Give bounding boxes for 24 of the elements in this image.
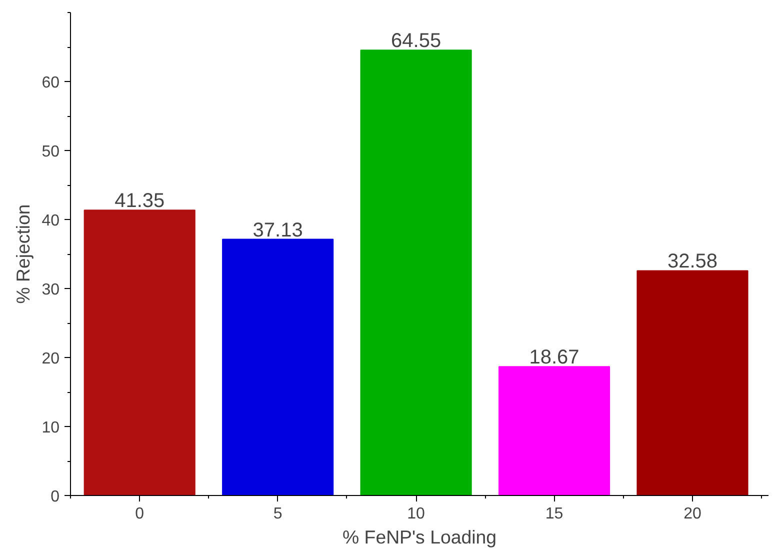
y-tick-label: 20 [42, 350, 60, 368]
x-tick-label: 20 [684, 506, 702, 522]
y-tick-label: 10 [42, 420, 60, 436]
y-tick-label: 60 [42, 74, 60, 92]
bar [222, 238, 334, 496]
y-tick-label: 30 [42, 282, 60, 298]
y-tick-label: 50 [42, 144, 60, 160]
x-tick-label: 15 [545, 506, 564, 522]
data-label: 18.67 [529, 346, 580, 369]
data-label: 37.13 [252, 219, 303, 242]
x-axis-title: % FeNP's Loading [342, 526, 496, 548]
y-axis-title: % Rejection [12, 204, 34, 304]
bar [84, 210, 196, 496]
bar [360, 50, 472, 496]
x-tick-label: 5 [273, 506, 282, 522]
data-label: 32.58 [667, 250, 718, 273]
bar [498, 366, 610, 496]
y-tick-label: 40 [42, 212, 60, 230]
x-tick-label: 0 [135, 506, 144, 522]
x-tick-label: 10 [407, 506, 426, 522]
data-label: 41.35 [114, 190, 165, 212]
data-label: 64.55 [391, 30, 442, 52]
y-tick-label: 0 [50, 488, 60, 506]
bar [636, 270, 748, 496]
